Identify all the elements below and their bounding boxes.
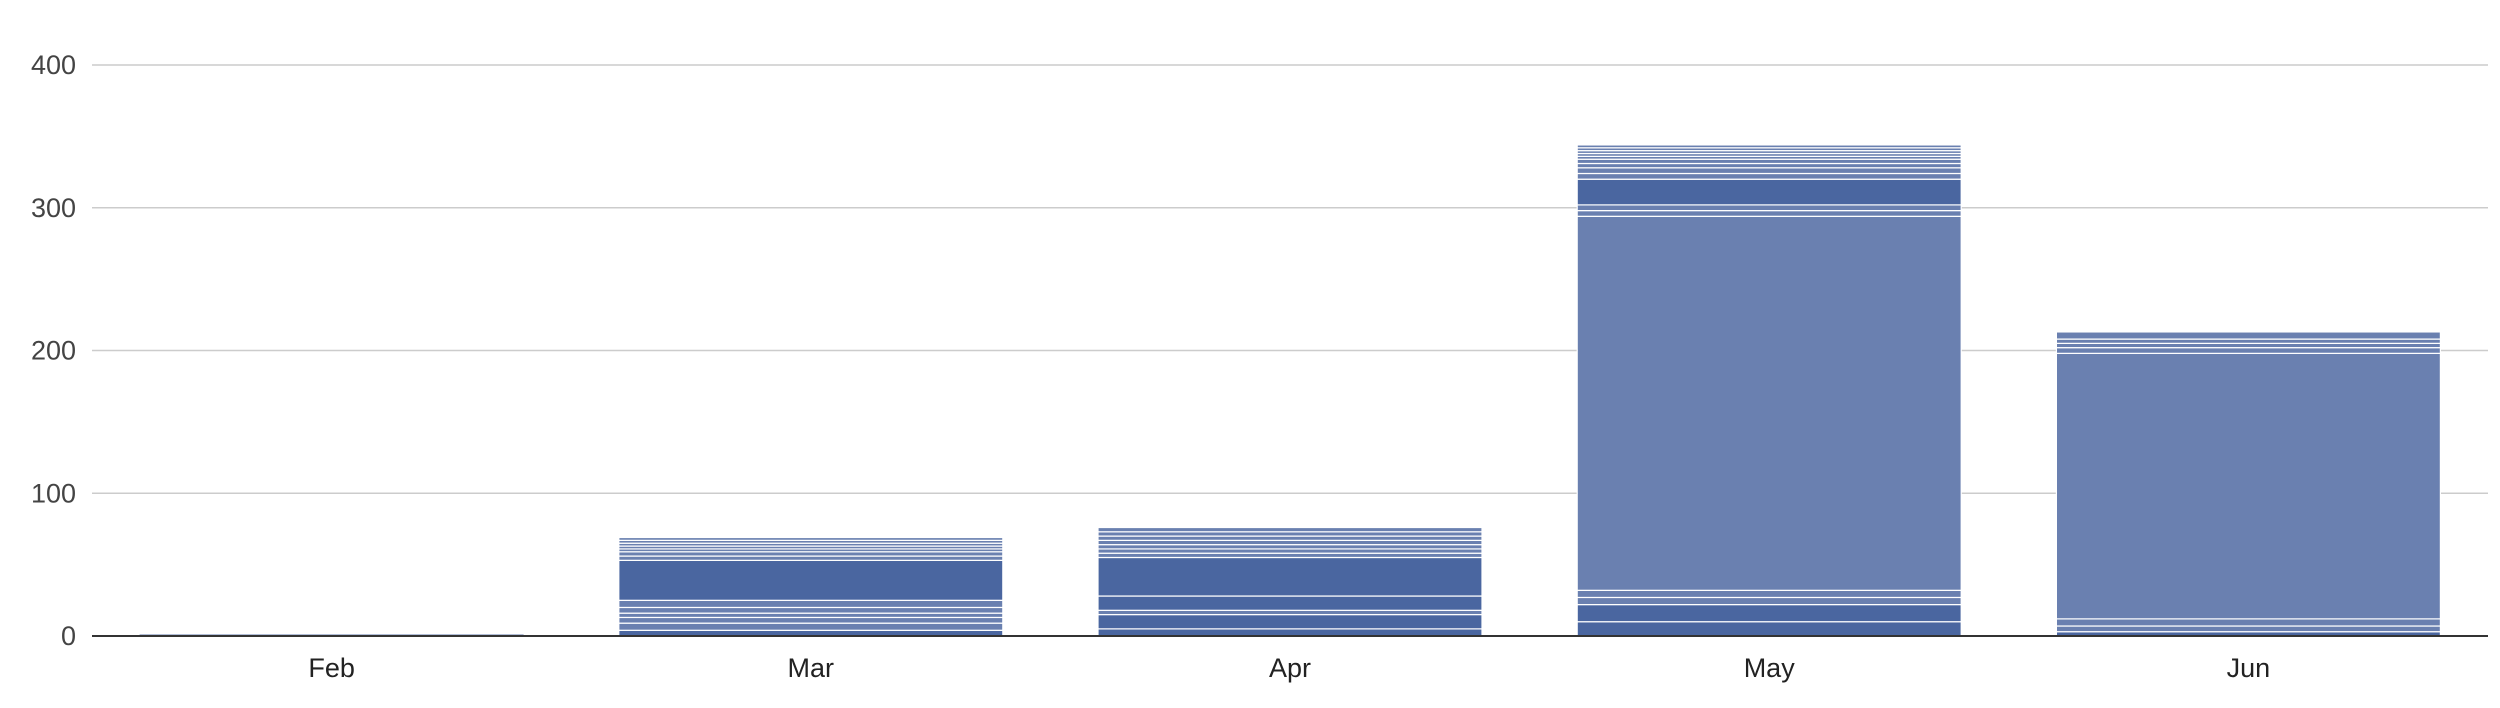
bars-layer (139, 144, 2441, 637)
x-tick-label: Apr (1269, 653, 1311, 683)
bar-segment (618, 559, 1004, 601)
bar-stack-jun (2055, 331, 2441, 637)
x-tick-label: May (1744, 653, 1796, 683)
bar-segment (1097, 539, 1483, 546)
bar-segment (1097, 609, 1483, 616)
bar-stack-may (1576, 144, 1962, 637)
y-tick-label: 400 (31, 50, 76, 80)
bar-segment (1097, 595, 1483, 611)
bar-segment (618, 622, 1004, 631)
bar-segment (2055, 338, 2441, 344)
bar-segment (1576, 603, 1962, 623)
bar-segment (1097, 628, 1483, 637)
bar-segment (1576, 178, 1962, 206)
bar-segment (1576, 621, 1962, 637)
y-tick-label: 200 (31, 336, 76, 366)
bar-segment (2055, 342, 2441, 349)
bar-segment (618, 606, 1004, 614)
bar-segment (1097, 526, 1483, 533)
bar-segment (1097, 531, 1483, 537)
bar-segment (1576, 162, 1962, 169)
bar-segment (2055, 331, 2441, 340)
bar-segment (618, 551, 1004, 557)
bar-segment (1576, 210, 1962, 217)
bar-segment (1576, 158, 1962, 165)
x-axis-ticks: Feb Mar Apr May Jun (308, 653, 2270, 683)
y-tick-label: 100 (31, 478, 76, 508)
x-tick-label: Feb (308, 653, 355, 683)
y-axis-ticks: 0 100 200 300 400 (31, 50, 76, 651)
bar-segment (618, 616, 1004, 624)
bar-segment (1576, 172, 1962, 180)
bar-segment (2055, 352, 2441, 620)
bar-segment (618, 536, 1004, 541)
bar-stack-apr (1097, 526, 1483, 637)
bar-segment (1097, 552, 1483, 559)
bar-segment (1576, 589, 1962, 599)
bar-segment (618, 555, 1004, 561)
bar-segment (1576, 167, 1962, 175)
bar-segment (1097, 613, 1483, 630)
bar-segment (2055, 625, 2441, 633)
bar-segment (1576, 204, 1962, 212)
bar-segment (1097, 556, 1483, 597)
bar-segment (1097, 544, 1483, 550)
x-tick-label: Jun (2227, 653, 2271, 683)
bar-segment (618, 599, 1004, 609)
bar-segment (618, 612, 1004, 619)
bar-segment (1576, 596, 1962, 606)
bar-segment (2055, 347, 2441, 354)
y-tick-label: 300 (31, 193, 76, 223)
y-tick-label: 0 (61, 621, 76, 651)
bar-stack-mar (618, 536, 1004, 637)
bar-segment (2055, 618, 2441, 627)
bar-segment (1097, 548, 1483, 554)
bar-segment (1576, 215, 1962, 591)
x-tick-label: Mar (788, 653, 835, 683)
bar-segment (1576, 144, 1962, 149)
bar-segment (1097, 535, 1483, 541)
